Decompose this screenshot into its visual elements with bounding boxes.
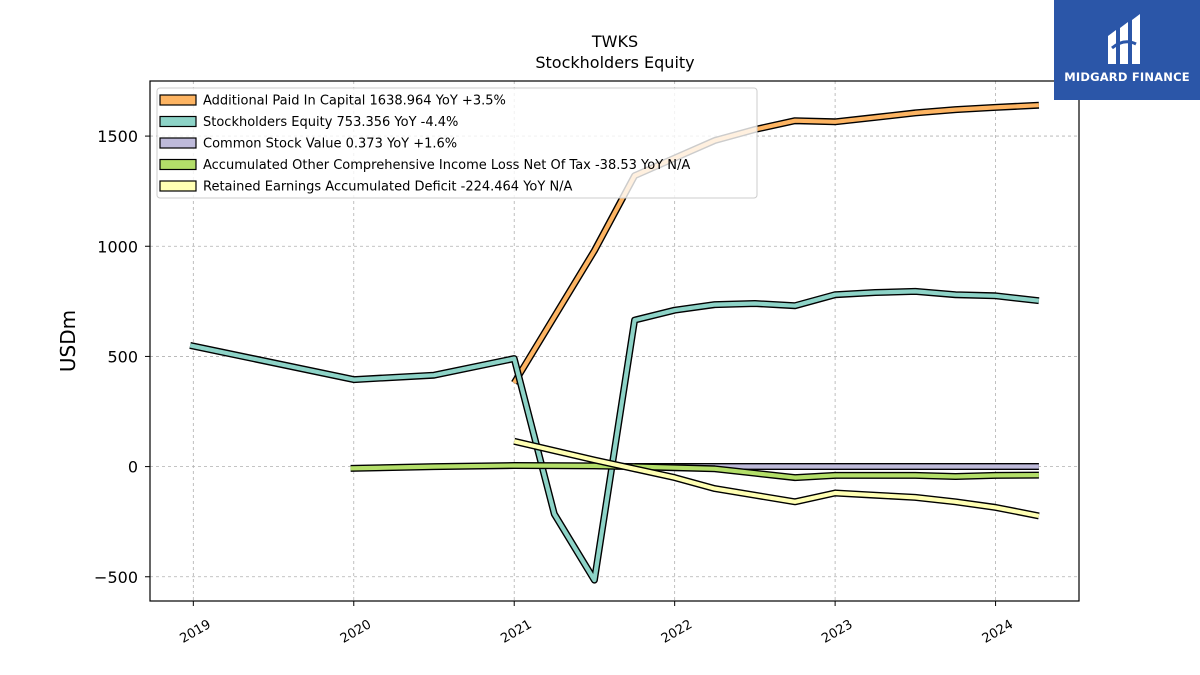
y-tick-label: 500 bbox=[107, 347, 138, 366]
x-tick-label: 2020 bbox=[338, 617, 374, 647]
chart-title: TWKS bbox=[591, 32, 638, 51]
y-tick-label: 0 bbox=[128, 458, 138, 477]
x-tick-label: 2024 bbox=[980, 617, 1016, 647]
y-axis-label: USDm bbox=[56, 310, 80, 372]
plot-frame bbox=[149, 80, 1080, 602]
x-tick-label: 2021 bbox=[498, 617, 534, 647]
brand-logo: MIDGARD FINANCE bbox=[1054, 0, 1200, 100]
series-line-2 bbox=[189, 289, 1040, 583]
x-tick-label: 2022 bbox=[659, 617, 695, 647]
legend-swatch-3 bbox=[159, 137, 197, 149]
legend-label-5: Retained Earnings Accumulated Deficit -2… bbox=[203, 180, 573, 195]
brand-name: MIDGARD FINANCE bbox=[1064, 70, 1190, 84]
series-outline-2 bbox=[189, 287, 1040, 584]
axes: 2019 2020 2021 2022 2023 2024 −500 0 500 1000 1500 bbox=[94, 127, 1016, 647]
y-tick-label: 1500 bbox=[97, 127, 138, 146]
legend-label-2: Stockholders Equity 753.356 YoY -4.4% bbox=[203, 115, 458, 130]
legend: Additional Paid In Capital 1638.964 YoY … bbox=[156, 87, 758, 199]
y-tick-label: 1000 bbox=[97, 237, 138, 256]
legend-swatch-2 bbox=[159, 115, 197, 128]
x-tick-label: 2023 bbox=[819, 617, 855, 647]
series-line-4 bbox=[350, 463, 1039, 480]
legend-label-4: Accumulated Other Comprehensive Income L… bbox=[203, 158, 690, 173]
midgard-logo-icon bbox=[1108, 14, 1140, 64]
series-line-5 bbox=[513, 439, 1040, 518]
legend-swatch-1 bbox=[159, 94, 197, 106]
legend-swatch-4 bbox=[159, 158, 197, 171]
x-tick-label: 2019 bbox=[177, 617, 213, 647]
chart-subtitle: Stockholders Equity bbox=[535, 53, 694, 72]
legend-label-1: Additional Paid In Capital 1638.964 YoY … bbox=[203, 94, 506, 109]
legend-box bbox=[156, 87, 758, 199]
series-lines bbox=[189, 101, 1040, 584]
legend-swatch-5 bbox=[159, 180, 197, 192]
legend-label-3: Common Stock Value 0.373 YoY +1.6% bbox=[203, 137, 457, 152]
y-tick-label: −500 bbox=[94, 568, 138, 587]
